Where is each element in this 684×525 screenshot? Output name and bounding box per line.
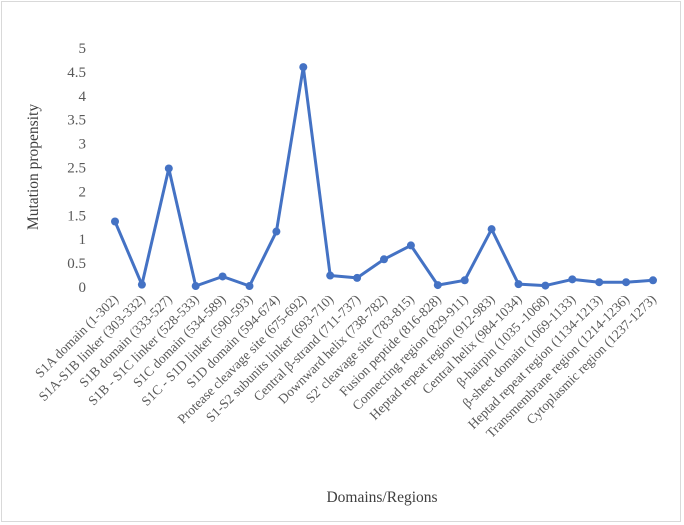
data-point xyxy=(245,282,254,291)
data-point xyxy=(622,278,631,287)
data-point xyxy=(568,275,577,284)
data-point xyxy=(218,272,227,281)
data-point xyxy=(272,227,281,236)
data-point xyxy=(595,278,604,287)
data-point xyxy=(191,282,200,291)
y-tick-label: 1 xyxy=(79,232,87,248)
x-axis-title: Domains/Regions xyxy=(326,489,437,506)
data-point xyxy=(406,241,415,250)
data-point xyxy=(326,271,335,280)
data-point xyxy=(380,255,388,264)
data-point xyxy=(487,225,496,234)
series-line xyxy=(113,65,654,288)
data-point xyxy=(649,276,657,285)
x-tick-label: S1A-S1B linker (303-332) xyxy=(36,292,148,404)
y-tick-label: 4 xyxy=(79,89,87,105)
x-axis-ticks: S1A domain (1-302)S1A-S1B linker (303-33… xyxy=(32,292,659,441)
data-point xyxy=(514,280,523,289)
y-tick-label: 4.5 xyxy=(67,65,86,81)
y-tick-label: 3.5 xyxy=(67,113,86,129)
data-point xyxy=(541,281,550,290)
data-point xyxy=(460,276,469,285)
data-point xyxy=(111,217,119,226)
data-point xyxy=(164,164,173,173)
y-axis-ticks: 0 0.5 1 1.5 2 2.5 3 3.5 4 4.5 5 xyxy=(67,41,86,296)
data-point xyxy=(299,63,308,72)
y-tick-label: 1.5 xyxy=(67,208,86,224)
data-point xyxy=(137,280,146,289)
y-tick-label: 2.5 xyxy=(67,161,86,177)
data-points xyxy=(111,63,657,291)
y-axis-title: Mutation propensity xyxy=(25,104,42,230)
y-tick-label: 5 xyxy=(79,41,87,57)
data-point xyxy=(353,273,362,282)
y-tick-label: 3 xyxy=(79,137,87,153)
y-tick-label: 0 xyxy=(79,280,87,296)
data-point xyxy=(433,281,442,290)
y-tick-label: 2 xyxy=(79,184,87,200)
y-tick-label: 0.5 xyxy=(67,256,86,272)
